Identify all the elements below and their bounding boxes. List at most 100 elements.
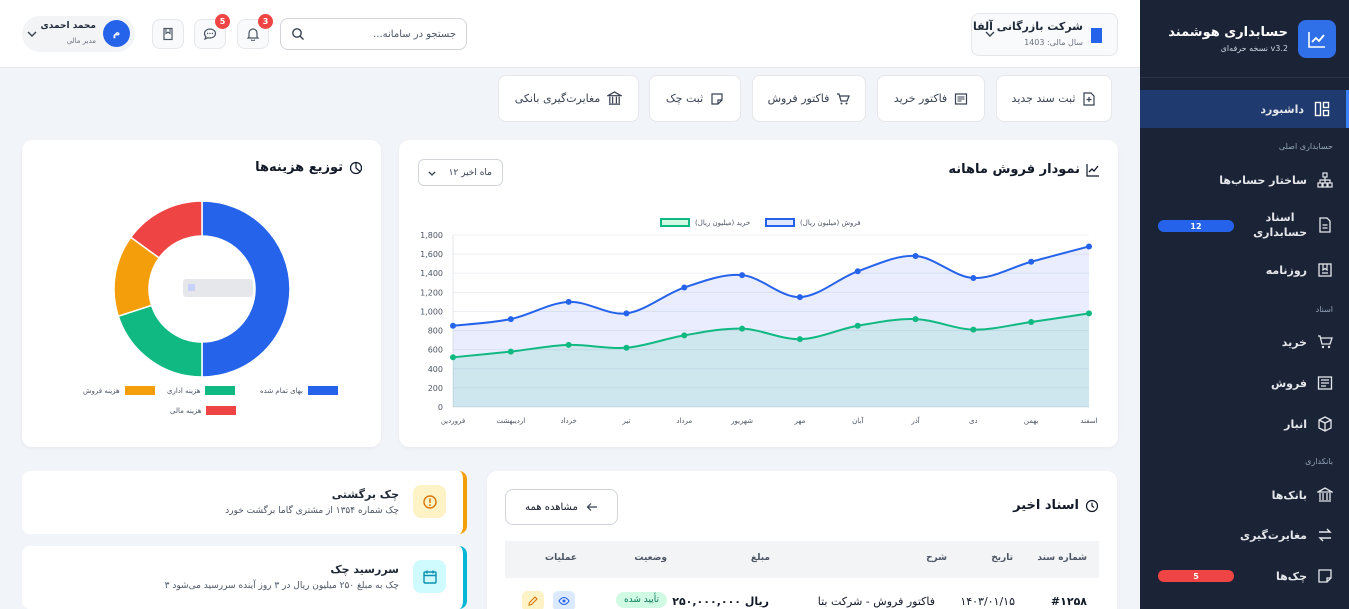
- column-header: عملیات: [545, 553, 577, 563]
- legend-cogs: بهای تمام شده: [260, 386, 338, 395]
- user-name: محمد احمدی: [40, 21, 96, 31]
- data-point: [912, 253, 919, 260]
- messages-button[interactable]: 5: [194, 14, 230, 49]
- period-select[interactable]: ۱۲ ماه اخیر: [418, 159, 503, 186]
- column-header: مبلغ: [750, 553, 770, 563]
- search-box: [280, 18, 467, 50]
- sidebar-item-label: اسناد حسابداری: [1253, 211, 1307, 240]
- cart-icon: [1317, 334, 1333, 350]
- recent-docs-title-text: اسناد اخیر: [1013, 498, 1079, 513]
- user-menu[interactable]: م محمد احمدی مدیر مالی: [22, 16, 135, 52]
- data-point: [1086, 243, 1092, 250]
- legend-label: هزینه اداری: [167, 386, 201, 395]
- search-input[interactable]: [306, 19, 456, 49]
- status-badge: تأیید شده: [615, 592, 667, 608]
- tooltip-swatch: [188, 284, 195, 291]
- pie-slice: [129, 200, 203, 259]
- register-check-button[interactable]: ثبت چک: [649, 75, 741, 122]
- data-point: [450, 322, 456, 329]
- sidebar-item-label: ساختار حساب‌ها: [1219, 173, 1307, 187]
- y-tick-label: 1,600: [420, 250, 443, 259]
- legend-purchase: خرید (میلیون ریال): [660, 218, 750, 227]
- view-all-button[interactable]: مشاهده همه: [505, 489, 618, 525]
- legend-label: خرید (میلیون ریال): [695, 218, 751, 227]
- data-point: [623, 344, 630, 351]
- search-icon: [292, 28, 304, 40]
- legend-label: فروش (میلیون ریال): [800, 218, 861, 227]
- data-point: [796, 294, 803, 301]
- x-tick-label: مرداد: [676, 417, 692, 425]
- sidebar-item-journal[interactable]: روزنامه: [1140, 262, 1349, 278]
- cart-icon: [837, 92, 851, 104]
- sidebar-item-inventory[interactable]: انبار: [1140, 416, 1349, 432]
- bank-reconciliation-button[interactable]: مغایرت‌گیری بانکی: [498, 75, 639, 122]
- arrow-left-icon: [586, 503, 597, 511]
- data-point: [854, 322, 861, 329]
- new-document-button[interactable]: ثبت سند جدید: [996, 75, 1112, 122]
- recent-docs-card: اسناد اخیر مشاهده همه شماره سند تاریخ شر…: [487, 471, 1117, 609]
- app-title: حسابداری هوشمند: [1168, 24, 1288, 40]
- sidebar-item-sales[interactable]: فروش: [1140, 375, 1349, 391]
- x-tick-label: شهریور: [730, 417, 753, 425]
- section-docs: اسناد: [1315, 305, 1333, 314]
- alert-bounced-check[interactable]: چک برگشتی چک شماره ۱۳۵۴ از مشتری گاما بر…: [22, 471, 467, 534]
- sidebar-item-dashboard[interactable]: داشبورد: [1140, 90, 1349, 128]
- alert-title: چک برگشتی: [331, 488, 399, 501]
- alert-check-due[interactable]: سررسید چک ۳ چک به مبلغ ۲۵۰ میلیون ریال د…: [22, 546, 467, 609]
- sidebar-item-label: مغایرت‌گیری: [1240, 528, 1307, 542]
- chart-line-icon: [1086, 163, 1099, 177]
- chart-line-icon: [1298, 19, 1336, 58]
- data-point: [970, 326, 977, 333]
- sidebar-item-label: فروش: [1270, 376, 1307, 390]
- y-tick-label: 1,800: [420, 231, 443, 240]
- x-tick-label: مهر: [793, 417, 805, 425]
- quick-action-label: ثبت چک: [665, 92, 704, 105]
- data-point: [739, 325, 746, 332]
- x-tick-label: آبان: [852, 416, 864, 425]
- pie-slice: [117, 304, 203, 378]
- sales-invoice-button[interactable]: فاکتور فروش: [752, 75, 866, 122]
- sales-chart-title-text: نمودار فروش ماهانه: [948, 162, 1080, 177]
- data-point: [912, 316, 919, 323]
- chevron-down-icon: [428, 171, 436, 176]
- data-point: [1028, 258, 1035, 265]
- legend-swatch: [206, 406, 237, 415]
- alert-text: چک شماره ۱۳۵۴ از مشتری گاما برگشت خورد: [225, 506, 399, 516]
- company-selector[interactable]: شرکت بازرگانی آلفا سال مالی: 1403: [971, 13, 1118, 56]
- data-point: [507, 348, 514, 355]
- alert-circle-icon: [413, 485, 446, 518]
- sidebar-item-documents[interactable]: اسناد حسابداری: [1140, 210, 1349, 241]
- sidebar-item-accounts[interactable]: ساختار حساب‌ها: [1140, 172, 1349, 188]
- data-point: [565, 298, 572, 305]
- sidebar-item-reconciliation[interactable]: مغایرت‌گیری: [1140, 527, 1349, 543]
- alert-title: سررسید چک: [330, 563, 399, 576]
- view-button[interactable]: [553, 591, 575, 609]
- quick-action-label: مغایرت‌گیری بانکی: [514, 92, 601, 105]
- edit-button[interactable]: [522, 591, 544, 609]
- doc-description: فاکتور فروش - شرکت بتا: [817, 595, 935, 608]
- avatar: م: [103, 20, 130, 47]
- sidebar-item-label: بانک‌ها: [1271, 488, 1307, 502]
- data-point: [681, 332, 688, 339]
- column-header: شماره سند: [1037, 553, 1087, 563]
- bell-icon: [246, 28, 260, 41]
- legend-swatch: [660, 218, 690, 227]
- sidebar-item-checks[interactable]: چک‌ها: [1140, 568, 1349, 584]
- sidebar-item-banks[interactable]: بانک‌ها: [1140, 487, 1349, 503]
- journal-icon: [1317, 262, 1333, 278]
- sidebar-item-label: چک‌ها: [1276, 569, 1307, 583]
- x-tick-label: بهمن: [1024, 417, 1039, 425]
- expense-donut-chart: [113, 200, 291, 378]
- x-tick-label: فروردین: [441, 417, 465, 425]
- chevron-down-icon: [27, 31, 37, 37]
- purchase-invoice-button[interactable]: فاکتور خرید: [877, 75, 985, 122]
- notifications-button[interactable]: 3: [237, 14, 273, 49]
- x-tick-label: آذر: [910, 416, 920, 425]
- period-select-value: ۱۲ ماه اخیر: [448, 168, 492, 178]
- sales-line-chart: 0 200 400 600 800 1,000 1,200 1,400 1,600 1,800 فر…: [420, 231, 1098, 425]
- sidebar-item-purchase[interactable]: خرید: [1140, 334, 1349, 350]
- legend-label: هزینه مالی: [170, 406, 202, 415]
- check-note-icon: [711, 92, 723, 105]
- messages-badge: 5: [215, 14, 230, 29]
- bookmarks-button[interactable]: [152, 19, 184, 49]
